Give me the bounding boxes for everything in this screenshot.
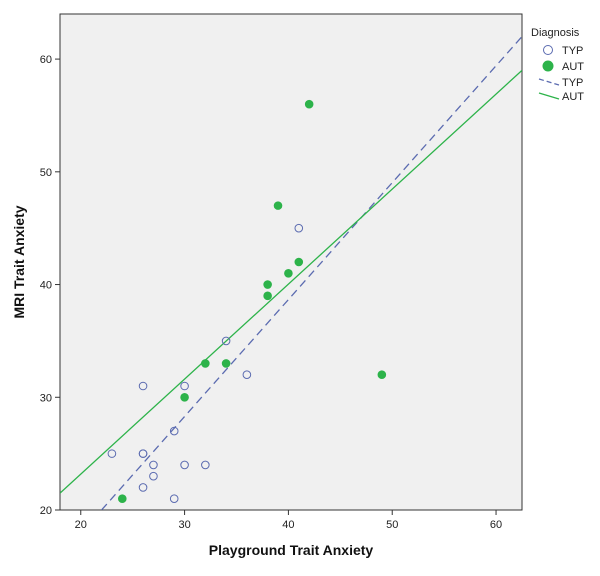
y-tick-label: 40 (40, 280, 52, 292)
plot-area (59, 13, 523, 511)
data-points (107, 99, 387, 504)
point-aut (294, 257, 304, 267)
point-typ (169, 426, 179, 436)
x-axis-title: Playground Trait Anxiety (209, 542, 374, 558)
point-aut (180, 392, 189, 402)
y-tick-label: 20 (40, 505, 52, 517)
fit-lines (60, 36, 522, 510)
x-tick-label: 40 (282, 519, 294, 531)
point-aut (263, 280, 272, 289)
point-typ (138, 483, 148, 492)
y-axis-title: MRI Trait Anxiety (11, 205, 27, 318)
legend-label-aut: AUT (562, 91, 584, 103)
point-typ (169, 494, 179, 504)
point-typ (180, 381, 189, 391)
x-tick-label: 50 (386, 519, 398, 531)
point-typ (138, 381, 148, 391)
point-aut (284, 268, 293, 278)
point-typ (221, 336, 231, 346)
legend-label-typ: TYP (562, 45, 583, 57)
point-typ (294, 223, 304, 233)
point-aut (377, 370, 387, 380)
legend: Diagnosis TYP AUT TYP AUT (531, 27, 584, 103)
point-aut (221, 359, 231, 368)
point-typ (149, 471, 158, 481)
fit-line-typ (101, 36, 522, 510)
point-aut (263, 291, 272, 301)
legend-label-typ: TYP (562, 77, 583, 89)
legend-marker-aut (542, 60, 554, 72)
y-tick-label: 30 (40, 392, 52, 404)
point-typ (242, 370, 252, 380)
point-typ (201, 460, 210, 470)
x-tick-label: 60 (490, 519, 502, 531)
point-aut (117, 494, 127, 504)
x-tick-label: 20 (75, 519, 87, 531)
point-typ (107, 449, 117, 458)
point-typ (138, 449, 148, 458)
x-tick-label: 30 (178, 519, 190, 531)
point-aut (273, 201, 283, 210)
point-typ (180, 460, 189, 470)
y-tick-label: 50 (40, 167, 52, 179)
point-aut (304, 99, 314, 109)
y-tick-label: 60 (40, 54, 52, 66)
legend-marker-typ (543, 45, 553, 55)
legend-line-typ (538, 78, 560, 86)
legend-line-aut (538, 92, 560, 100)
fit-line-aut (60, 69, 522, 494)
legend-title: Diagnosis (531, 27, 580, 39)
point-aut (201, 359, 210, 368)
legend-label-aut: AUT (562, 61, 584, 73)
x-axis: 20 30 40 50 60 (75, 510, 502, 531)
y-axis: 20 30 40 50 60 (40, 54, 60, 517)
point-typ (149, 460, 158, 470)
